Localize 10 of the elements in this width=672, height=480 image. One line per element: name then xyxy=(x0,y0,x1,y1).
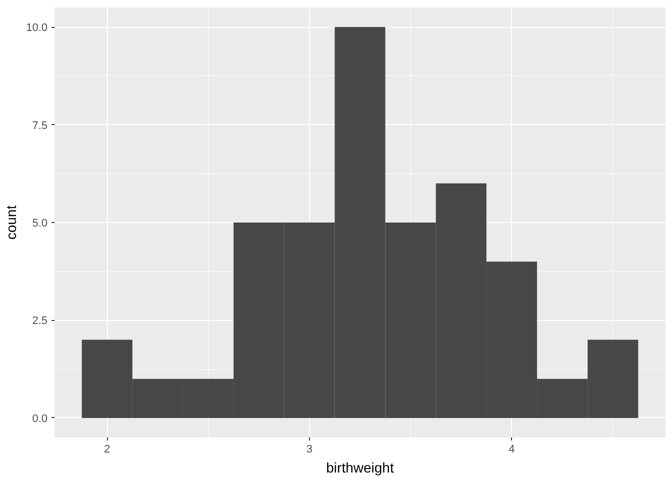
y-axis-title: count xyxy=(3,205,20,240)
x-axis-title: birthweight xyxy=(326,460,394,476)
y-tick-label: 5.0 xyxy=(32,218,48,230)
y-tick-label: 0.0 xyxy=(32,412,48,425)
y-tick-label: 7.5 xyxy=(32,120,48,132)
y-tick-label: 2.5 xyxy=(32,315,48,328)
x-tick-label: 3 xyxy=(306,444,312,456)
x-tick-label: 2 xyxy=(104,444,110,456)
x-tick-label: 4 xyxy=(508,444,515,456)
y-tick-label: 10.0 xyxy=(26,22,48,34)
